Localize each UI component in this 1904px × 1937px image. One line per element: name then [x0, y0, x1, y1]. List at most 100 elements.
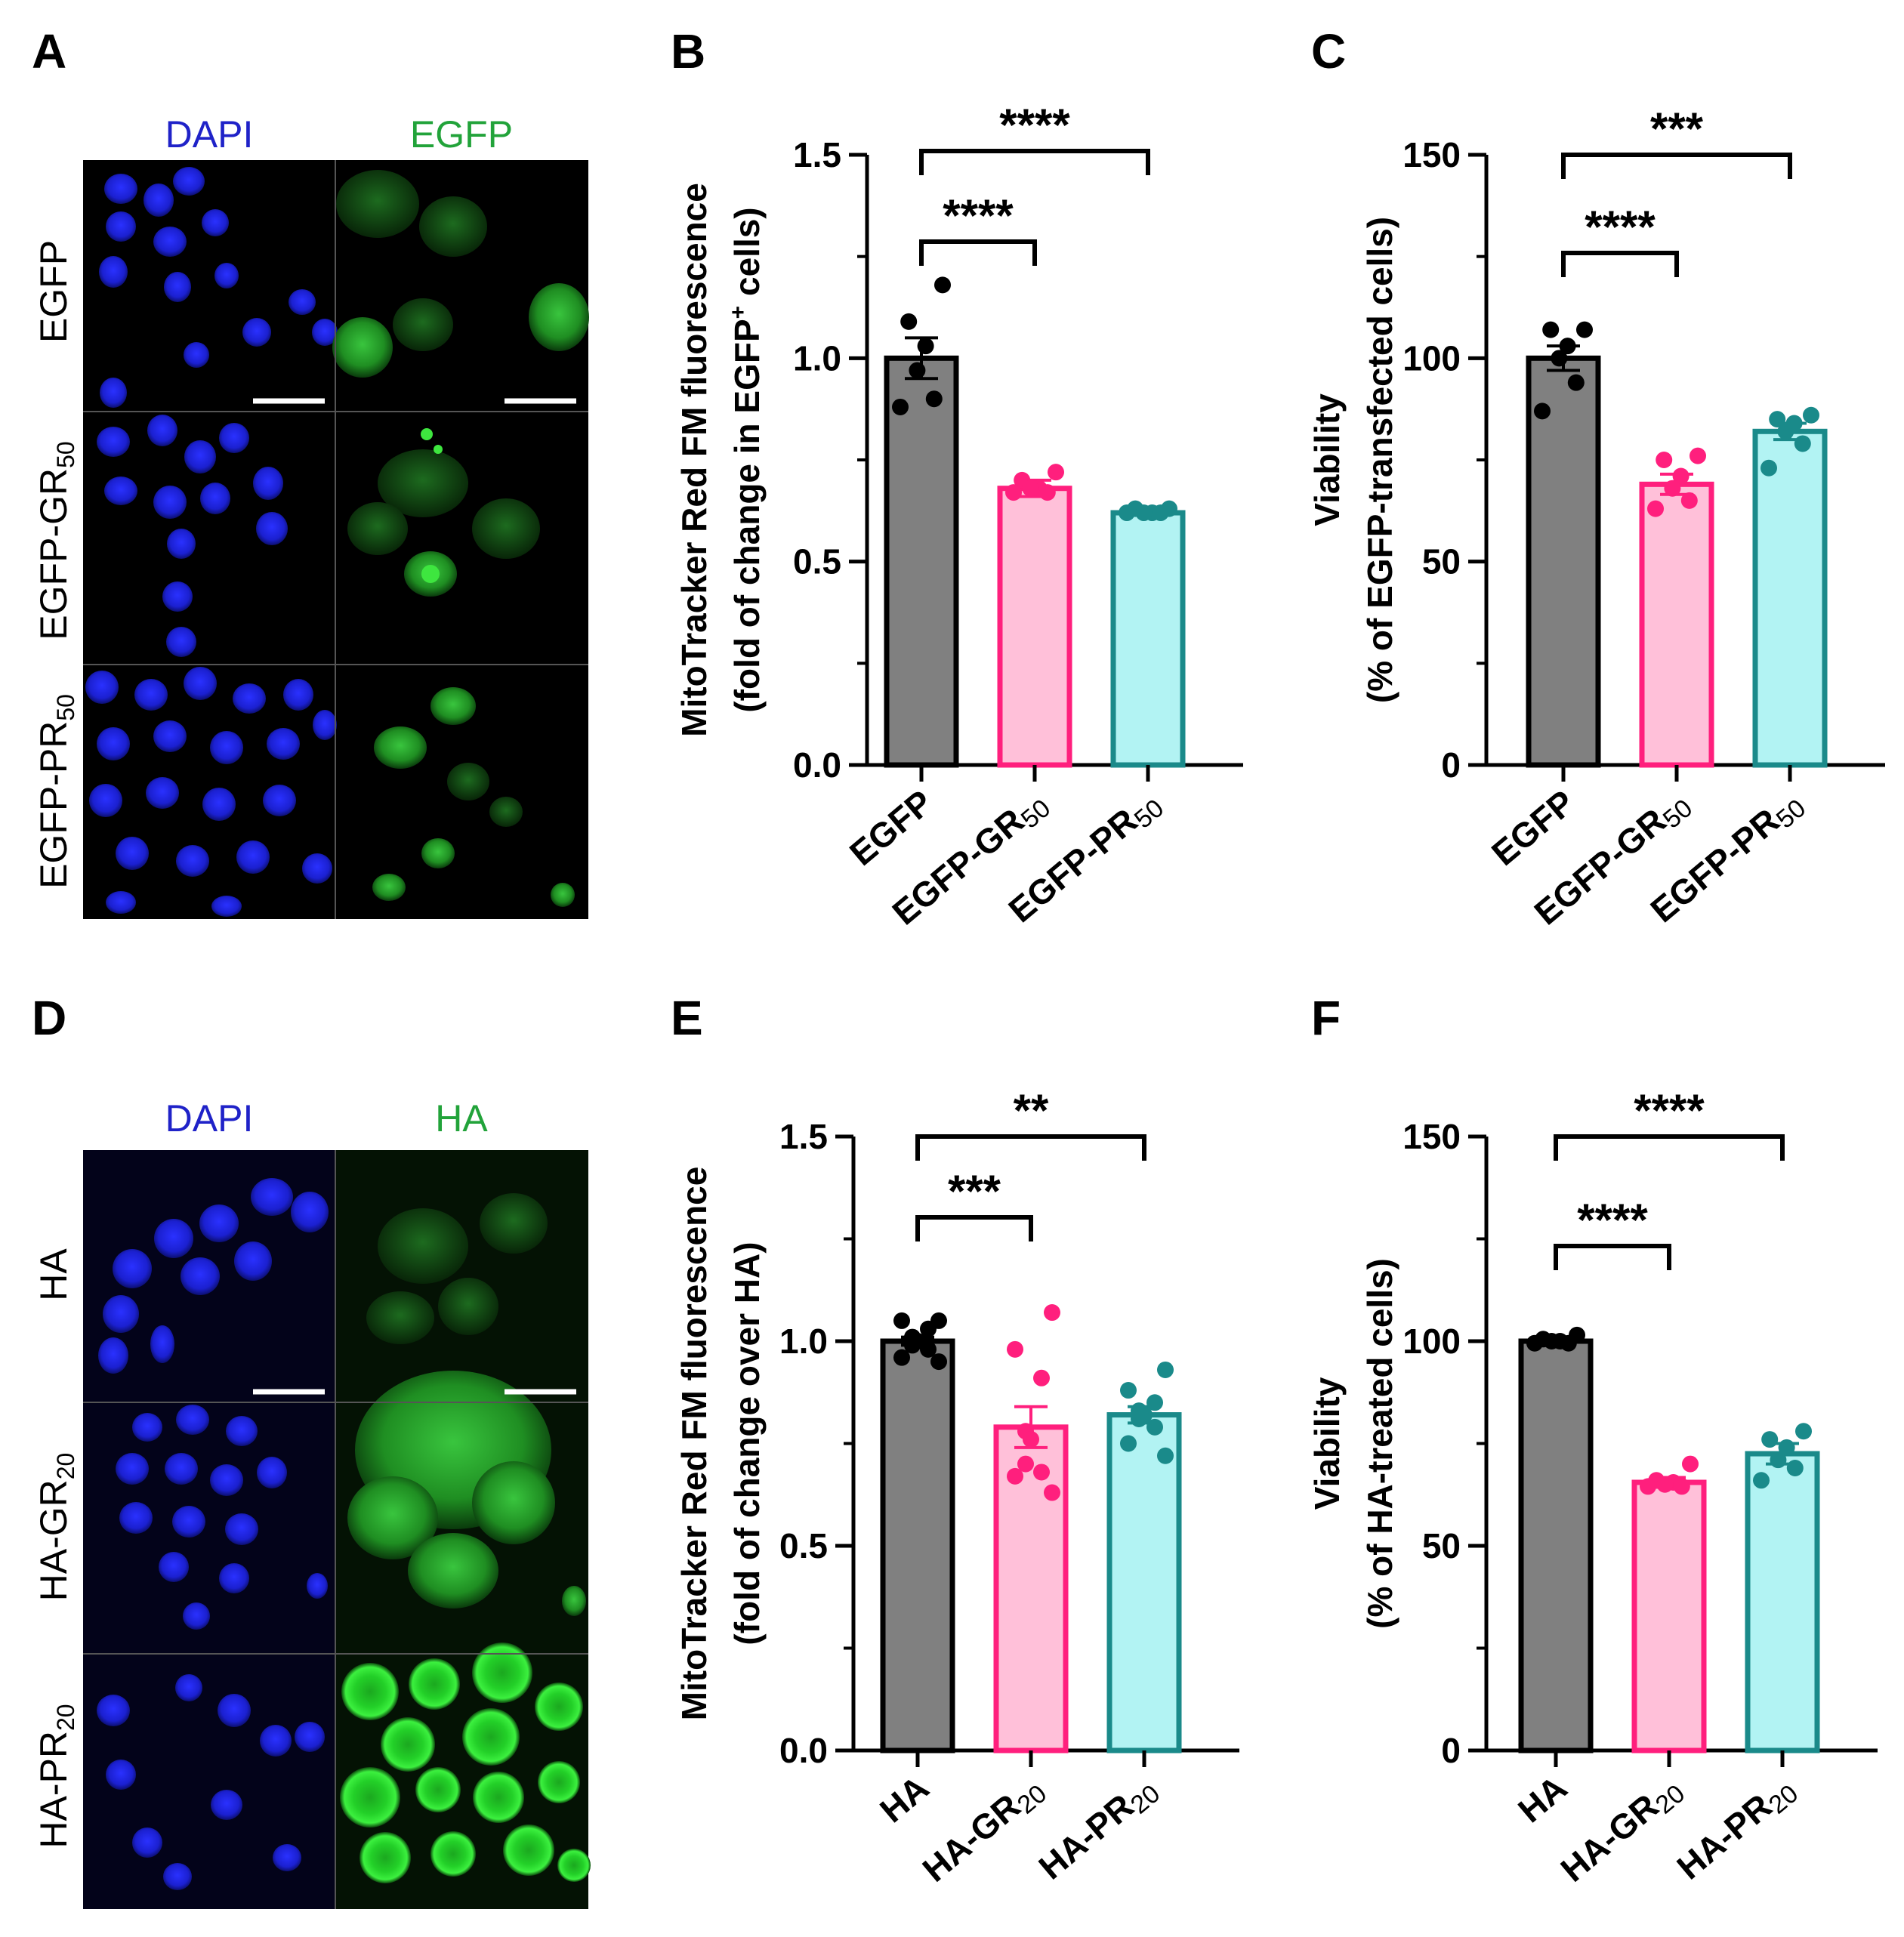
chart-f-data-point [1543, 1333, 1560, 1349]
chart-b-data-point [934, 276, 951, 294]
panel-a-row-label-2-main: EGFP-GR [32, 468, 75, 640]
svg-text:HA: HA [32, 1248, 75, 1301]
panel-letter-b: B [671, 24, 705, 79]
chart-e-data-point [1157, 1447, 1174, 1464]
chart-c-y-tick-label: 100 [1403, 338, 1461, 378]
chart-b-bar [997, 486, 1072, 768]
panel-letter-d: D [32, 991, 66, 1045]
chart-e-data-point [1146, 1394, 1163, 1411]
chart-f-data-point [1753, 1472, 1770, 1489]
panel-letter-a: A [32, 24, 66, 79]
panel-a-row-label-2-sub: 50 [52, 441, 79, 468]
chart-b-x-tick-label: EGFP [842, 782, 940, 873]
chart-b-y-label-part: cells) [727, 207, 767, 305]
chart-c-data-point [1794, 435, 1811, 452]
chart-c-data-point [1567, 374, 1585, 391]
chart-b-bar [884, 355, 959, 768]
chart-f-x-tick-label: HA-GR20 [1554, 1779, 1691, 1889]
chart-c-data-point [1534, 403, 1551, 420]
chart-b-mitotracker-egfp: 0.0 0.5 1.0 1.5 MitoTracker Red FM fluoresce… [674, 100, 1243, 933]
chart-f-significance-bracket [1554, 1244, 1671, 1270]
panel-a-row-label-1: EGFP [32, 240, 75, 343]
chart-b-data-point [909, 362, 926, 379]
chart-f-y-label-line1: Viability [1307, 1377, 1347, 1510]
chart-f-data-point [1682, 1455, 1699, 1473]
chart-b-data-point [1038, 484, 1056, 501]
chart-f-y-label-part: (% of HA-treated cells) [1360, 1258, 1399, 1629]
chart-b-y-tick-label: 1.5 [793, 135, 841, 174]
chart-f-y-label-line2: (% of HA-treated cells) [1360, 1258, 1399, 1629]
chart-c-y-tick-label: 150 [1403, 135, 1461, 174]
chart-b-significance-bracket [919, 239, 1037, 266]
chart-e-y-tick-label: 0.5 [779, 1526, 828, 1565]
chart-b-y-label-line1: MitoTracker Red FM fluorescence [674, 183, 714, 737]
chart-b-bar [1110, 510, 1186, 768]
chart-e-data-point [920, 1340, 937, 1358]
panel-d-row-label-3: HA-PR20 [32, 1704, 79, 1848]
chart-c-y-label: Viability [1307, 393, 1347, 526]
chart-e-data-point [1044, 1484, 1060, 1501]
chart-f-bar [1631, 1479, 1707, 1753]
chart-b-y-label-part: + [726, 306, 751, 319]
chart-f-data-point [1656, 1476, 1674, 1493]
panel-d-row-label-2-main: HA-GR [32, 1479, 75, 1601]
chart-e-x-tick-label-text: HA [872, 1768, 936, 1831]
chart-b-significance-bracket [919, 149, 1150, 175]
chart-f-bar [1745, 1451, 1820, 1753]
chart-b-significance-label: **** [943, 190, 1014, 241]
chart-e-data-point [1007, 1467, 1023, 1485]
chart-c-category-main: EGFP [1484, 782, 1582, 873]
chart-c-y-label-line2: (% of EGFP-transfected cells) [1360, 217, 1399, 703]
chart-e-category-main: HA-GR [915, 1786, 1028, 1889]
svg-text:HA-PR20: HA-PR20 [32, 1704, 79, 1848]
chart-e-x-tick-label-text: HA-PR20 [1031, 1768, 1165, 1890]
chart-c-significance-bracket [1561, 251, 1679, 277]
panel-a-microscopy: DAPI EGFP EGFP EGFP-GR50 EGFP-PR50 [32, 113, 589, 919]
chart-f-category-main: HA [1511, 1768, 1574, 1831]
chart-c-x-tick-label-text: EGFP [1484, 782, 1582, 873]
chart-f-viability-ha: 0 50 100 150 Viability (% of HA-treated cells… [1307, 1085, 1878, 1889]
chart-e-mitotracker-ha: 0.0 0.5 1.0 1.5 MitoTracker Red FM fluoresce… [674, 1085, 1239, 1890]
svg-text:EGFP: EGFP [32, 240, 75, 343]
chart-b-data-point [892, 398, 909, 415]
chart-e-data-point [1146, 1418, 1163, 1436]
panel-d-header-ha: HA [435, 1097, 488, 1140]
chart-c-y-label-part: (% of EGFP-transfected cells) [1360, 217, 1399, 703]
chart-e-significance-label: *** [948, 1166, 1001, 1217]
chart-e-y-label-part: (fold of change over HA) [727, 1241, 767, 1645]
chart-f-category-main: HA-GR [1554, 1786, 1666, 1889]
chart-e-bar [1106, 1412, 1182, 1753]
chart-b-data-point [1152, 504, 1169, 522]
panel-d-row-label-1: HA [32, 1248, 75, 1301]
chart-c-significance-label: **** [1585, 202, 1656, 252]
chart-e-data-point [904, 1337, 921, 1354]
chart-c-data-point [1656, 452, 1673, 468]
chart-e-significance-label: ** [1014, 1085, 1049, 1136]
chart-e-y-tick-label: 1.5 [779, 1117, 828, 1156]
panel-a-row-label-3-main: EGFP-PR [32, 721, 75, 889]
panel-a-dapi-pr-cells [85, 667, 337, 917]
chart-b-data-point [917, 338, 934, 355]
chart-c-significance-bracket [1561, 153, 1792, 179]
chart-b-data-point [1119, 504, 1135, 522]
chart-c-data-point [1542, 321, 1560, 338]
panel-d-dapi-cells [97, 1178, 329, 1890]
chart-f-data-point [1640, 1478, 1656, 1495]
chart-f-x-tick-label: HA [1511, 1768, 1574, 1831]
chart-b-y-tick-label: 0.5 [793, 542, 841, 581]
chart-f-significance-label: **** [1634, 1085, 1705, 1136]
panel-d-microscopy: DAPI HA HA HA-GR20 HA-PR20 [32, 1097, 591, 1909]
panel-d-row-label-3-main: HA-PR [32, 1731, 75, 1849]
chart-e-y-label-line2: (fold of change over HA) [727, 1241, 767, 1645]
chart-c-y-tick-label: 0 [1441, 745, 1461, 785]
chart-f-data-point [1673, 1478, 1690, 1495]
panel-a-tile-dividers [83, 160, 588, 919]
chart-f-significance-bracket [1554, 1134, 1785, 1161]
panel-letter-c: C [1311, 24, 1346, 79]
chart-b-significance-label: **** [999, 100, 1070, 150]
chart-b-y-tick-label: 1.0 [793, 338, 841, 378]
chart-c-data-point [1551, 350, 1568, 367]
chart-c-viability-egfp: 0 50 100 150 Viability (% of EGFP-transfected… [1307, 103, 1885, 933]
chart-e-data-point [893, 1312, 910, 1329]
chart-e-data-point [1044, 1304, 1060, 1322]
